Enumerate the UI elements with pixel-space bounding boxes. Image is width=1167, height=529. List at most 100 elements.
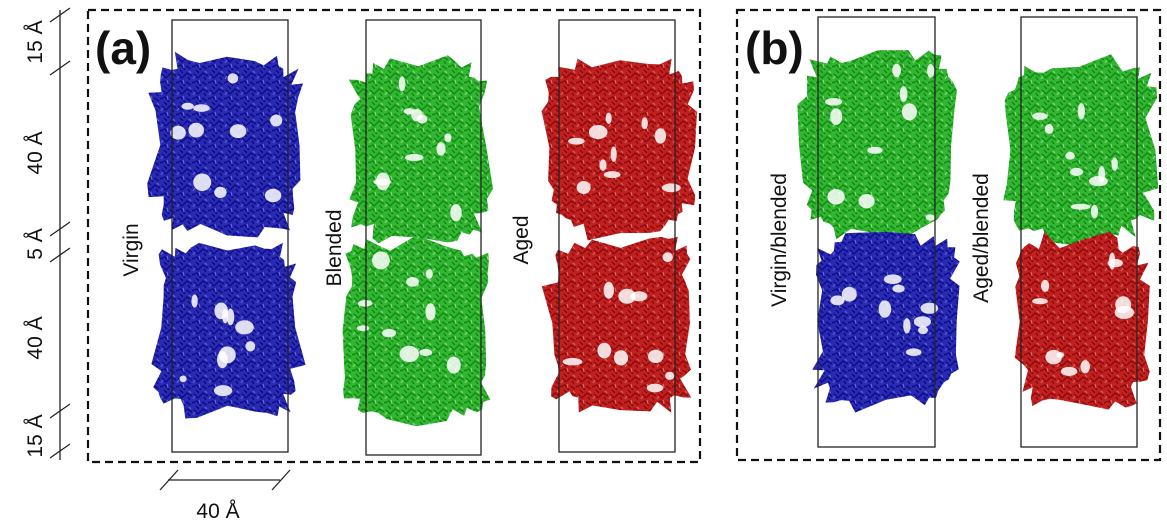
cluster-gap — [245, 341, 255, 351]
cluster-gap — [265, 189, 281, 203]
height-label: 15 Å — [24, 20, 47, 63]
cluster-gap — [568, 138, 585, 145]
molecule-cluster — [542, 237, 692, 413]
cluster-gap — [1078, 103, 1085, 119]
cluster-gap — [180, 376, 187, 383]
cluster-gap — [214, 303, 228, 320]
cluster-gap — [1080, 360, 1090, 373]
cluster-gap — [618, 289, 635, 304]
cluster-gap — [1070, 168, 1083, 176]
molecule-cluster — [147, 52, 303, 238]
cluster-gap — [648, 350, 664, 363]
cluster-gap — [235, 320, 254, 334]
cluster-gap — [406, 277, 419, 287]
cluster-gap — [444, 133, 451, 142]
cluster-gap — [404, 108, 415, 114]
cluster-gap — [376, 173, 390, 191]
molecule-cluster — [1003, 54, 1158, 246]
cluster-gap — [830, 108, 842, 125]
system-label: Virgin — [120, 223, 143, 276]
cluster-gap — [219, 346, 236, 363]
cluster-gap — [358, 300, 373, 307]
cluster-gap — [604, 282, 614, 299]
cluster-gap — [399, 77, 406, 92]
cluster-gap — [918, 326, 928, 334]
molecule-layer — [147, 50, 1158, 426]
cluster-gap — [914, 316, 931, 327]
cluster-gap — [827, 189, 844, 205]
cluster-gap — [903, 318, 910, 333]
cluster-gap — [405, 154, 424, 161]
cluster-gap — [191, 294, 197, 307]
height-label: 5 Å — [24, 228, 47, 260]
cluster-gap — [859, 194, 875, 208]
cluster-gap — [1032, 298, 1048, 304]
cluster-gap — [1115, 306, 1134, 319]
cluster-gap — [892, 64, 901, 77]
cluster-gap — [436, 142, 445, 156]
cluster-gap — [597, 343, 611, 359]
cluster-gap — [900, 86, 908, 102]
height-label: 40 Å — [24, 131, 47, 174]
figure: (a) (b) Virgin Blended Aged Virgin/blend… — [0, 0, 1167, 529]
cluster-gap — [1091, 205, 1098, 219]
cluster-gap — [884, 274, 902, 284]
cluster-gap — [400, 346, 419, 362]
cluster-gap — [642, 117, 648, 129]
cluster-gap — [1089, 176, 1108, 186]
height-label: 15 Å — [24, 414, 47, 457]
cluster-gap — [426, 269, 433, 279]
cluster-gap — [1032, 113, 1048, 120]
cluster-gap — [927, 64, 934, 78]
cluster-gap — [193, 174, 211, 192]
cluster-gap — [906, 348, 922, 356]
width-label: 40 Å — [196, 500, 239, 523]
cluster-gap — [1045, 350, 1062, 364]
cluster-gap — [902, 103, 917, 120]
system-label: Virgin/blended — [768, 173, 791, 307]
molecule-cluster — [812, 232, 960, 413]
cluster-gap — [419, 349, 432, 356]
cluster-gap — [606, 113, 612, 124]
molecule-cluster — [797, 50, 957, 239]
cluster-gap — [357, 325, 369, 331]
cluster-gap — [270, 115, 282, 127]
cluster-gap — [1071, 204, 1091, 210]
cluster-gap — [589, 125, 608, 139]
cluster-gap — [1112, 157, 1118, 170]
cluster-gap — [563, 358, 583, 365]
molecule-cluster — [542, 59, 697, 241]
cluster-gap — [227, 309, 235, 326]
cluster-gap — [867, 147, 882, 154]
cluster-gap — [665, 372, 674, 380]
cluster-gap — [647, 384, 664, 393]
cluster-gap — [228, 73, 239, 83]
system-label: Aged — [510, 215, 533, 264]
cluster-gap — [663, 252, 673, 262]
cluster-gap — [1109, 253, 1115, 270]
cluster-gap — [879, 300, 892, 317]
cluster-gap — [604, 171, 621, 178]
cluster-gap — [188, 123, 204, 138]
cluster-gap — [611, 147, 617, 162]
cluster-gap — [599, 159, 606, 170]
cluster-gap — [214, 385, 232, 396]
panel-label: (b) — [745, 22, 804, 74]
cluster-gap — [382, 329, 396, 338]
cluster-gap — [193, 104, 209, 112]
molecule-cluster — [349, 55, 493, 243]
cluster-gap — [892, 285, 904, 293]
cluster-gap — [214, 187, 226, 198]
cluster-gap — [1045, 124, 1054, 134]
cluster-gap — [1041, 280, 1049, 292]
cluster-gap — [425, 303, 435, 320]
cluster-gap — [447, 357, 461, 374]
cluster-gap — [842, 287, 857, 302]
cluster-gap — [614, 350, 628, 365]
cluster-gap — [825, 98, 842, 106]
panel-label: (a) — [95, 22, 151, 74]
cluster-gap — [655, 128, 666, 143]
width-scale — [160, 470, 290, 490]
cluster-gap — [450, 204, 461, 221]
cluster-gap — [1061, 367, 1077, 376]
